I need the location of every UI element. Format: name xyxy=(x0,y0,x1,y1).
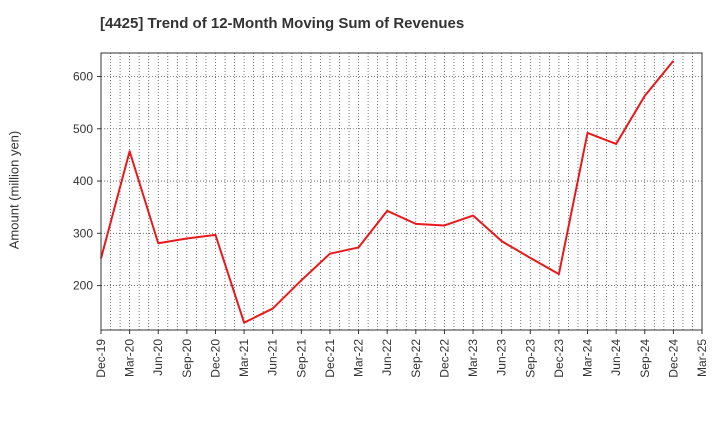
x-tick-label: Sep-20 xyxy=(180,339,194,378)
y-tick-label: 600 xyxy=(73,70,93,84)
x-tick-label: Dec-19 xyxy=(94,339,108,378)
x-tick-label: Dec-21 xyxy=(323,339,337,378)
x-tick-label: Sep-23 xyxy=(523,339,537,378)
x-tick-label: Dec-22 xyxy=(437,339,451,378)
x-tick-label: Sep-22 xyxy=(409,339,423,378)
x-tick-label: Dec-20 xyxy=(208,339,222,378)
x-tick-label: Sep-21 xyxy=(294,339,308,378)
y-tick-label: 300 xyxy=(73,226,93,240)
x-tick-label: Mar-20 xyxy=(123,339,137,377)
x-tick-label: Mar-25 xyxy=(695,339,709,377)
x-tick-label: Jun-22 xyxy=(380,339,394,376)
chart-title: [4425] Trend of 12-Month Moving Sum of R… xyxy=(100,15,465,32)
y-axis-ticks: 200 300 400 500 600 xyxy=(73,70,101,293)
x-tick-label: Mar-24 xyxy=(581,339,595,377)
x-tick-label: Jun-20 xyxy=(151,339,165,376)
x-tick-label: Mar-23 xyxy=(466,339,480,377)
x-tick-label: Mar-22 xyxy=(352,339,366,377)
series-layer xyxy=(100,60,675,324)
x-tick-label: Jun-24 xyxy=(609,339,623,376)
y-tick-label: 400 xyxy=(73,174,93,188)
x-tick-label: Mar-21 xyxy=(237,339,251,377)
x-tick-label: Sep-24 xyxy=(638,339,652,378)
x-tick-label: Jun-21 xyxy=(266,339,280,376)
y-tick-label: 500 xyxy=(73,122,93,136)
grid-lines xyxy=(101,53,702,330)
x-tick-label: Dec-23 xyxy=(552,339,566,378)
x-tick-label: Dec-24 xyxy=(666,339,680,378)
y-tick-label: 200 xyxy=(73,279,93,293)
plot-frame xyxy=(100,52,703,331)
x-axis-ticks: Dec-19 Mar-20 Jun-20 Sep-20 Dec-20 Mar-21 Jun-… xyxy=(94,330,709,378)
x-tick-label: Jun-23 xyxy=(495,339,509,376)
